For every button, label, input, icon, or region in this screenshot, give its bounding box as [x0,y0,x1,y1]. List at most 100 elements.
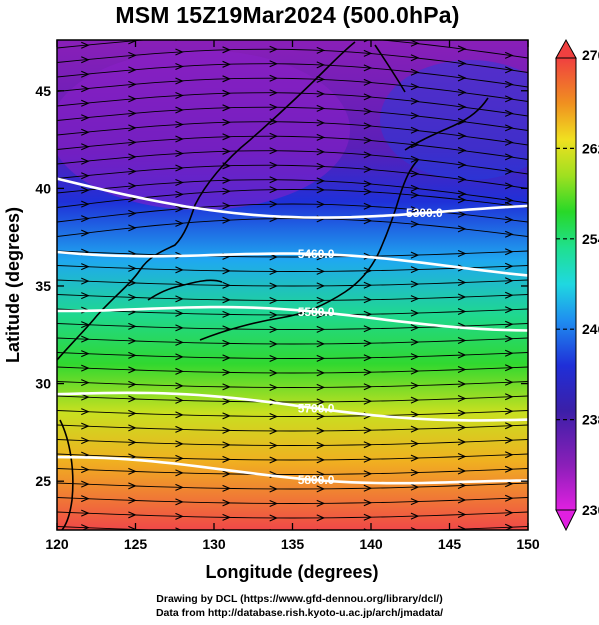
wind-arrow [175,205,184,213]
contour-label: 5580.0 [298,305,335,319]
wind-arrow [316,340,326,348]
wind-arrow [316,296,326,304]
wind-arrow [316,75,326,83]
wind-arrow [175,454,184,462]
wind-arrow [269,176,279,184]
wind-arrow [269,132,279,140]
wind-arrow [269,161,279,169]
wind-arrow [81,172,90,180]
wind-arrow [504,422,514,430]
wind-arrow [316,177,326,185]
wind-arrow [128,95,137,103]
wind-arrow [457,293,467,301]
wind-arrow [316,200,326,208]
wind-arrow [504,138,514,146]
wind-arrow [128,109,137,117]
colorbar-scale [555,57,577,511]
wind-arrow [363,64,373,72]
wind-arrow [457,279,467,287]
wind-arrow [504,291,514,299]
wind-arrow [316,412,326,420]
wind-arrow [410,220,420,228]
wind-arrow [504,109,514,117]
wind-arrow [175,120,184,128]
wind-arrow [222,426,231,434]
x-tick-label: 120 [45,536,69,552]
wind-arrow [316,90,326,98]
wind-arrow [269,354,279,362]
wind-arrow [363,281,373,289]
wind-arrow [316,104,326,112]
wind-arrow [316,325,326,333]
wind-arrow [269,485,279,493]
wind-arrow [504,66,514,74]
wind-arrow [410,280,420,288]
wind-arrow [363,397,373,405]
wind-arrow [363,368,373,376]
wind-arrow [457,366,467,374]
wind-arrow [410,309,420,317]
sakhalin-coast [374,44,406,93]
chart-title: MSM 15Z19Mar2024 (500.0hPa) [115,2,460,28]
wind-arrow [316,46,326,54]
wind-arrow [316,267,326,275]
wind-arrow [175,367,184,375]
y-axis-label: Latitude (degrees) [3,207,23,363]
wind-arrow [410,527,418,530]
wind-arrow [175,62,184,70]
wind-arrow [128,224,137,232]
credits: Drawing by DCL (https://www.gfd-dennou.o… [0,592,599,620]
wind-arrow [316,61,326,69]
wind-arrow [269,441,279,449]
korea-coast [147,279,223,301]
contour-label: 5460.0 [298,247,335,261]
wind-arrow [222,484,231,492]
wind-arrow [175,77,184,85]
wind-arrow [175,411,184,419]
wind-arrow [222,89,231,97]
x-tick-label: 125 [124,536,148,552]
wind-arrow [222,441,231,449]
wind-arrow [175,338,184,346]
wind-arrow [316,282,326,290]
wind-arrow [363,40,370,43]
wind-arrow [457,146,467,154]
x-axis-ticks: 120 125 130 135 140 145 150 [45,40,540,552]
wind-arrow [81,263,90,271]
wind-arrow [175,382,184,390]
wind-arrow [457,74,467,82]
wind-arrow [457,59,467,67]
wind-arrow [457,308,467,316]
wind-arrow [363,339,373,347]
wind-arrow [128,66,137,74]
wind-arrow [410,191,420,199]
wind-arrow [410,83,420,91]
wind-arrow [363,151,373,159]
wind-arrow [81,85,90,93]
wind-arrow [457,482,467,490]
wind-arrow [128,80,137,88]
wind-arrow [504,378,514,386]
wind-arrow [410,498,420,506]
contour-label: 5700.0 [298,401,335,415]
wind-arrow [175,324,184,332]
wind-arrow [363,513,373,521]
wind-arrow [316,398,326,406]
wind-arrow [128,482,137,490]
y-axis-ticks: 25 30 35 40 45 [35,83,528,489]
wind-arrow [128,467,137,475]
wind-arrow [175,396,184,404]
wind-arrow [457,525,467,530]
wind-arrow [222,296,231,304]
wind-arrow [128,138,137,146]
wind-arrow [363,202,373,210]
wind-arrow [81,509,90,517]
wind-arrow [457,453,467,461]
wind-arrow [504,306,514,314]
wind-arrow [316,119,326,127]
wind-arrow [410,155,420,163]
wind-arrow [410,184,420,192]
wind-arrow [504,451,514,459]
x-tick-label: 140 [359,536,383,552]
wind-arrow [175,483,184,491]
